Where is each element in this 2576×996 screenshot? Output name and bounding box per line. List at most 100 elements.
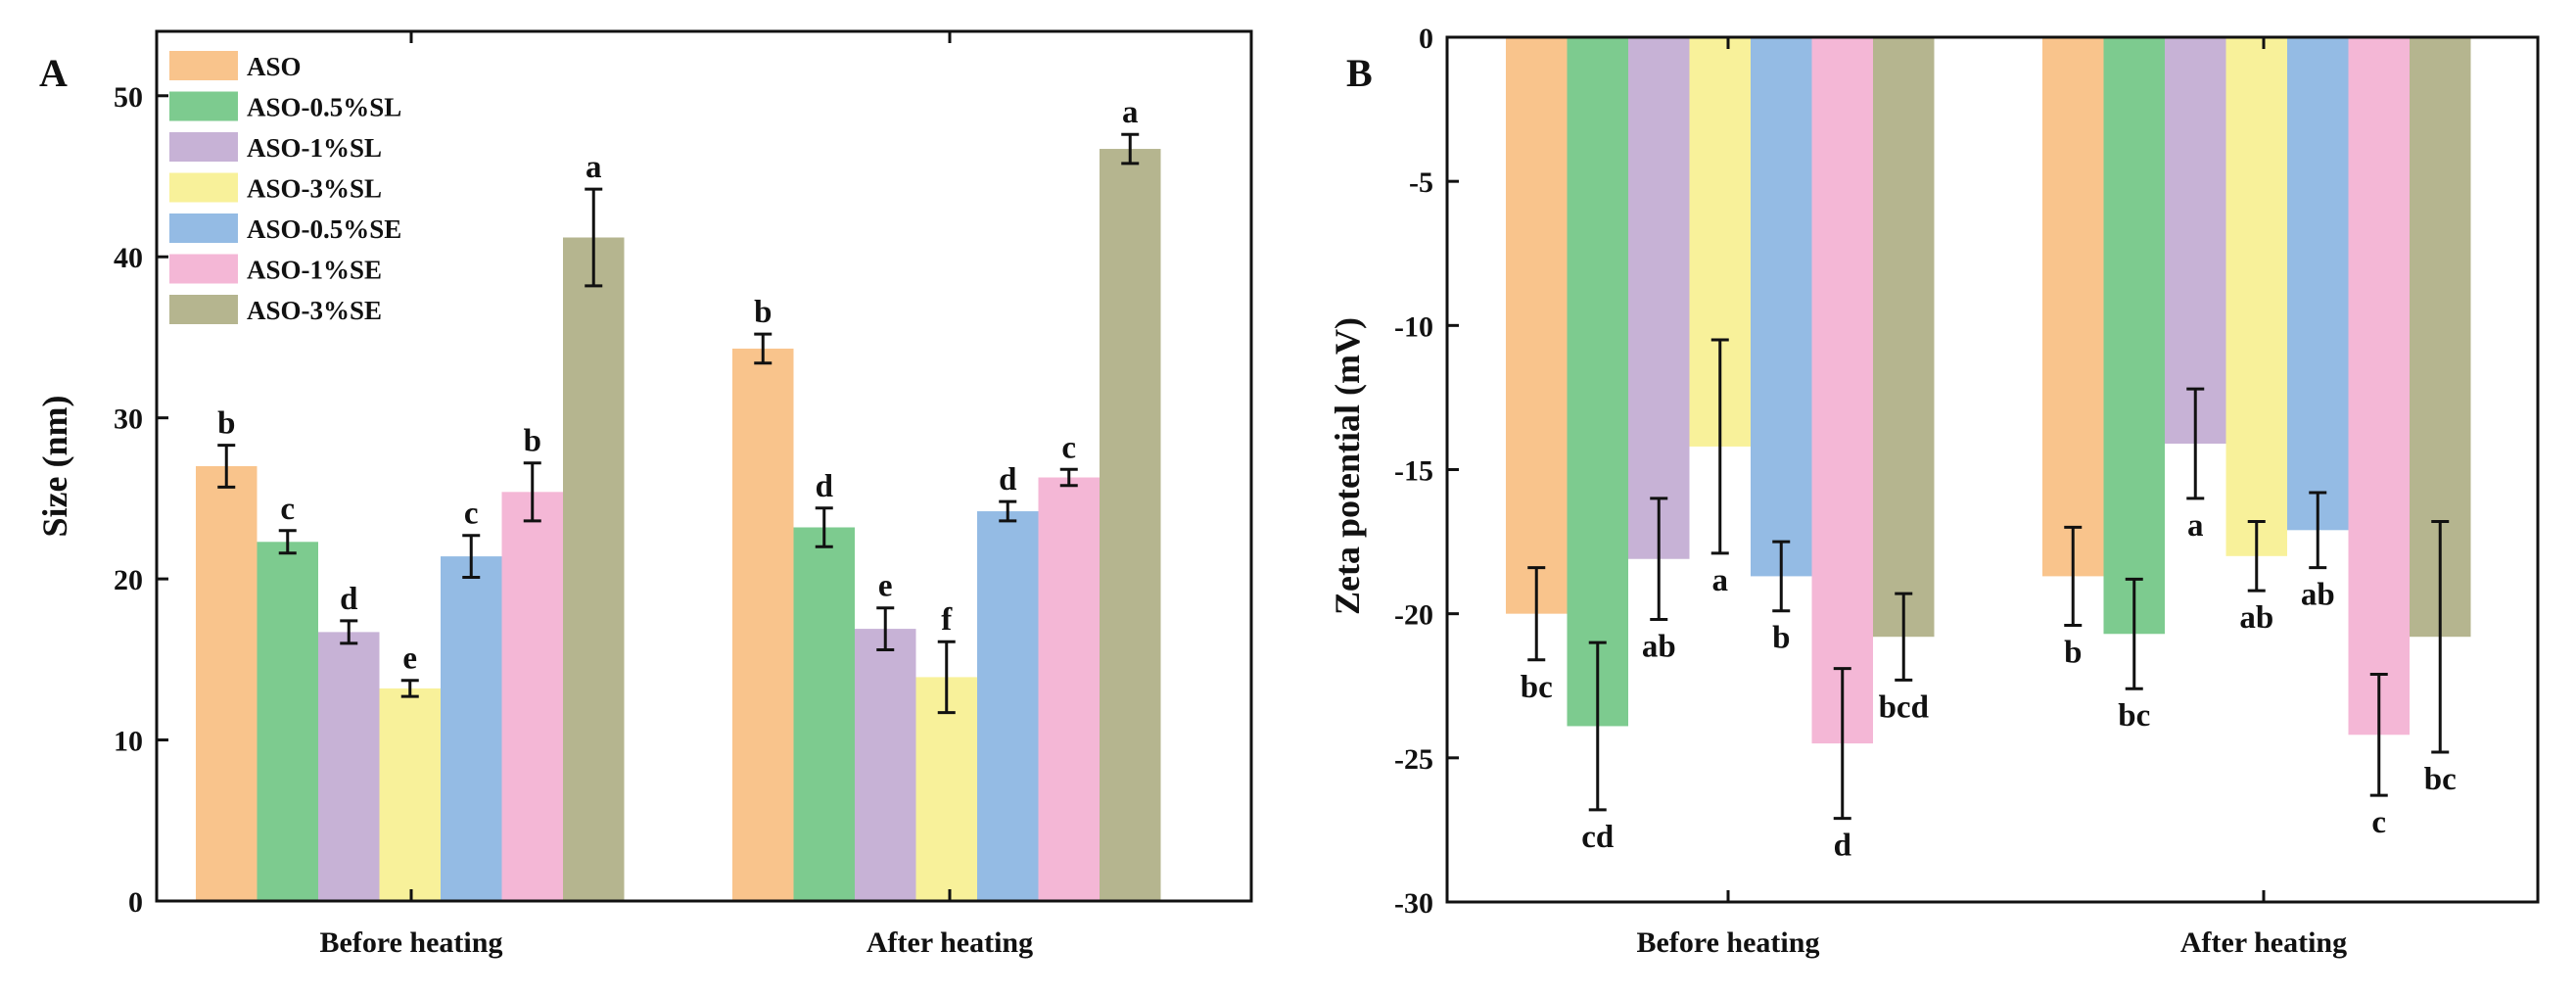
panel-b-error-bar [2125, 577, 2143, 690]
panel-b-y-axis-title: Zeta potential (mV) [1328, 317, 1367, 615]
legend-item: ASO-1%SE [169, 254, 382, 285]
panel-a-significance-letter: e [402, 641, 417, 677]
panel-b-bar [1811, 37, 1873, 744]
panel-a-y-tick-label: 50 [114, 81, 143, 114]
panel-b-bar [2165, 37, 2226, 445]
panel-a-bar [196, 466, 258, 901]
panel-b-significance-letter: ab [2301, 578, 2335, 613]
panel-a-significance-letter: b [754, 295, 772, 330]
legend-item: ASO-0.5%SE [169, 213, 401, 244]
legend-label: ASO-0.5%SE [247, 214, 401, 244]
panel-a-significance-letter: e [878, 569, 893, 604]
panel-a-significance-letter: d [999, 462, 1016, 498]
panel-a-label: A [39, 51, 68, 95]
panel-b-bar [2103, 37, 2165, 635]
panel-a-x-category-label: Before heating [320, 926, 503, 959]
legend-item: ASO [169, 51, 302, 81]
panel-a-error-bar [876, 606, 895, 651]
panel-b-bar [2042, 37, 2104, 577]
panel-b-significance-letter: b [2064, 635, 2082, 670]
panel-b-significance-letter: c [2371, 805, 2386, 840]
panel-b-bar [1751, 37, 1812, 577]
panel-a-x-category-label: After heating [866, 926, 1033, 959]
panel-a-bar [977, 511, 1039, 901]
panel-a-bar [732, 348, 794, 901]
panel-b-label: B [1346, 51, 1373, 95]
panel-a-bar [1100, 149, 1161, 902]
panel-a-y-tick-label: 30 [114, 403, 143, 436]
panel-b-bar [1628, 37, 1690, 559]
panel-b-error-bar [2431, 519, 2450, 754]
legend-swatch [169, 51, 238, 80]
panel-b-error-bar [1588, 640, 1607, 812]
panel-a-bar [257, 542, 318, 901]
legend-label: ASO-0.5%SL [247, 93, 401, 122]
panel-b-significance-letter: bcd [1879, 689, 1929, 725]
panel-a-bar [915, 677, 977, 901]
panel-b-significance-letter: cd [1581, 820, 1614, 855]
panel-b-error-bar [1710, 338, 1729, 555]
legend-label: ASO-1%SL [247, 133, 382, 163]
panel-b-error-bar [2064, 525, 2083, 627]
panel-b-y-tick-label: 0 [1419, 23, 1433, 55]
legend-label: ASO-1%SE [247, 256, 382, 285]
panel-b-error-bar [2186, 387, 2205, 500]
legend-swatch [169, 295, 238, 324]
panel-a-error-bar [340, 619, 358, 645]
panel-a-bar [1038, 477, 1100, 901]
panel-b-significance-letter: bc [1521, 670, 1553, 705]
panel-a-bar [501, 492, 563, 901]
panel-a-error-bar [1059, 467, 1078, 488]
panel-a-size-chart: A b b c d d e e f c d b c a a 0 10 20 30 40 50 Size (nm) Befo… [35, 29, 1253, 959]
legend-item: ASO-3%SL [169, 172, 382, 204]
panel-b-zeta-chart: B bcbcdbcabaaabbabdcbcdbc-30-25-20-15-10… [1328, 23, 2540, 959]
panel-b-bar [2287, 37, 2349, 531]
panel-b-y-tick-label: -15 [1394, 455, 1433, 488]
panel-a-error-bar [278, 529, 297, 555]
legend-swatch [169, 254, 238, 284]
panel-b-error-bar [2369, 672, 2388, 797]
panel-a-significance-letter: c [1061, 430, 1076, 465]
panel-a-significance-letter: d [340, 582, 357, 617]
panel-b-y-tick-label: -10 [1394, 310, 1433, 343]
panel-a-y-tick-label: 0 [128, 886, 143, 919]
panel-b-error-bar [2309, 491, 2327, 570]
legend-item: ASO-1%SL [169, 132, 382, 163]
panel-b-significance-letter: ab [2239, 600, 2273, 636]
legend-item: ASO-0.5%SL [169, 91, 401, 122]
panel-b-significance-letter: bc [2118, 698, 2150, 734]
panel-a-significance-letter: c [464, 497, 479, 532]
legend-label: ASO-3%SL [247, 174, 382, 204]
panel-b-error-bar [1527, 566, 1546, 662]
panel-a-significance-letter: f [941, 602, 953, 638]
panel-b-significance-letter: a [2187, 508, 2204, 544]
panel-a-error-bar [585, 187, 603, 288]
legend-label: ASO [247, 52, 302, 81]
panel-a-y-tick-label: 10 [114, 726, 143, 758]
panel-a-error-bar [523, 461, 541, 523]
panel-b-error-bar [2247, 519, 2266, 593]
legend-swatch [169, 172, 238, 203]
panel-a-error-bar [400, 679, 419, 698]
panel-a-error-bar [999, 499, 1017, 523]
panel-a-y-tick-label: 40 [114, 242, 143, 274]
panel-b-y-tick-label: -30 [1394, 887, 1433, 920]
panel-a-significance-letter: b [524, 424, 541, 459]
panel-b-x-category-label: After heating [2180, 926, 2347, 959]
panel-a-error-bar [754, 332, 773, 365]
panel-a-bar [318, 632, 380, 901]
legend-swatch [169, 91, 238, 121]
panel-a-significance-letter: a [1122, 95, 1139, 130]
legend-item: ASO-3%SE [169, 295, 382, 325]
panel-a-axes-frame [155, 29, 1253, 903]
panel-a-significance-letter: c [280, 492, 295, 527]
panel-b-significance-letter: ab [1642, 630, 1676, 665]
panel-b-significance-letter: a [1712, 563, 1729, 598]
panel-a-significance-letter: b [217, 406, 235, 442]
panel-b-bar [1567, 37, 1628, 727]
panel-b-y-tick-label: -20 [1394, 599, 1433, 632]
panel-b-y-tick-label: -25 [1394, 743, 1433, 776]
legend-label: ASO-3%SE [247, 296, 382, 325]
legend-swatch [169, 213, 238, 243]
